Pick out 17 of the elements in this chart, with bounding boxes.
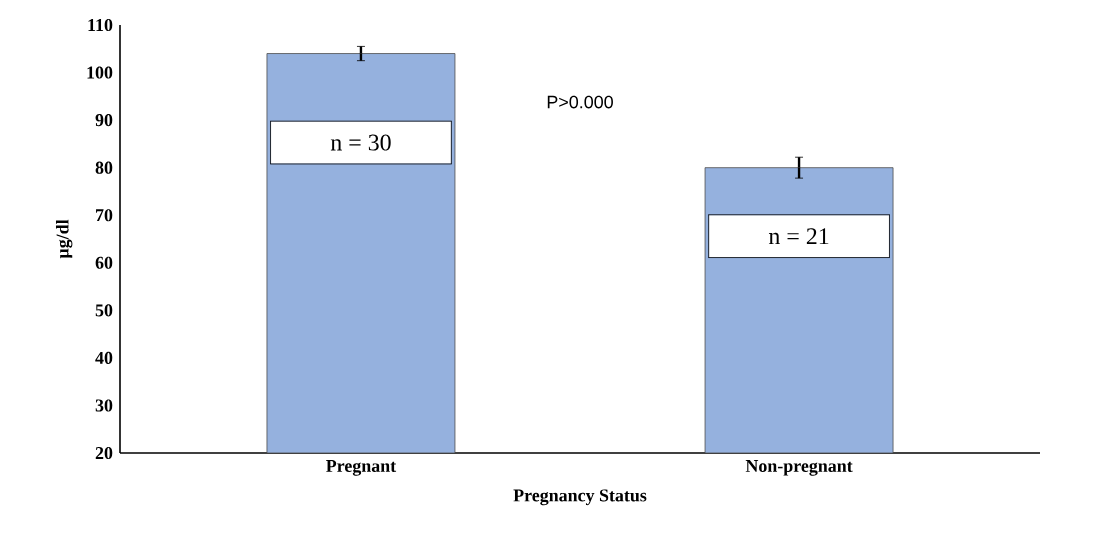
- y-tick-label: 20: [95, 446, 113, 460]
- annotation: n = 30: [330, 134, 391, 151]
- x-tick-label: Non-pregnant: [745, 460, 853, 476]
- y-tick-label: 50: [95, 304, 113, 317]
- y-tick-label: 60: [95, 256, 113, 269]
- y-axis-title: µg/dl: [55, 219, 73, 259]
- x-tick-label: Pregnant: [326, 460, 397, 476]
- y-tick-label: 40: [95, 351, 113, 364]
- annotation: n = 21: [768, 228, 829, 245]
- y-tick-label: 80: [95, 161, 113, 174]
- x-axis-title: Pregnancy Status: [513, 489, 647, 506]
- y-tick-label: 110: [88, 18, 113, 32]
- y-tick-label: 100: [87, 66, 113, 79]
- annotation: P>0.000: [547, 95, 613, 109]
- y-tick-label: 90: [95, 114, 113, 127]
- y-tick-label: 70: [96, 209, 113, 222]
- y-tick-label: 30: [95, 399, 113, 412]
